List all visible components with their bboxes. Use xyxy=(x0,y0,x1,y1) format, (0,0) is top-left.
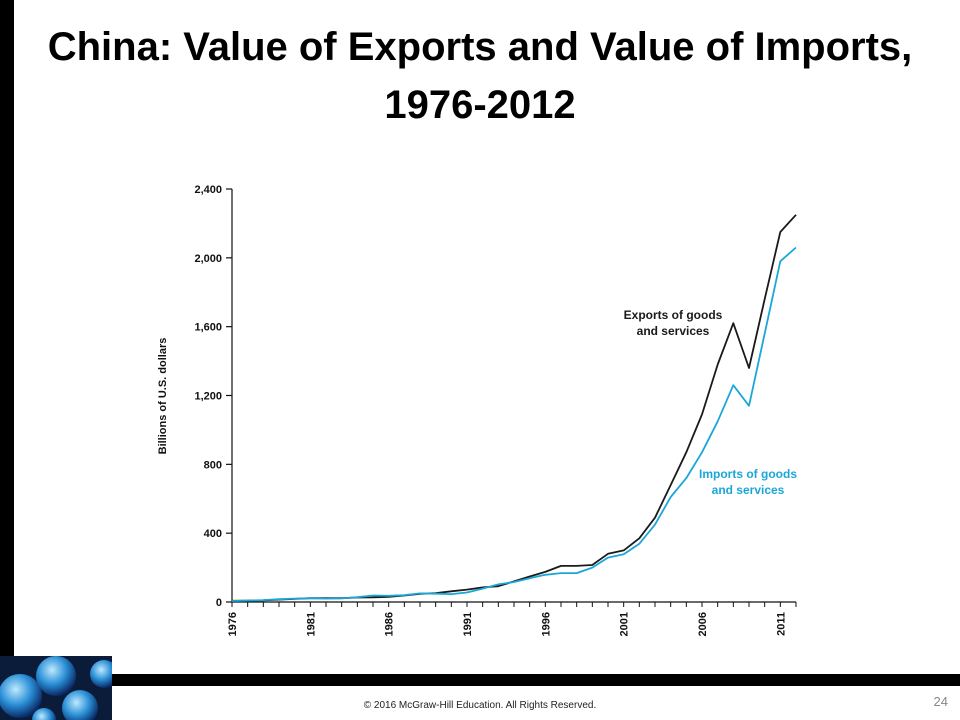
exports-annotation-line: and services xyxy=(637,324,710,338)
slide-title: China: Value of Exports and Value of Imp… xyxy=(47,25,913,127)
page-number: 24 xyxy=(933,694,948,709)
y-tick-label: 0 xyxy=(216,597,222,609)
x-tick-label: 2006 xyxy=(697,612,709,636)
y-tick-label: 400 xyxy=(204,528,222,540)
y-tick-label: 1,600 xyxy=(194,322,222,334)
x-tick-label: 1976 xyxy=(227,612,239,636)
exports-annotation: Exports of goods and services xyxy=(624,308,723,338)
footer-bar xyxy=(0,674,960,686)
chart-axes: 0 400 800 1,200 1,600 2,000 2,400 1976 1981 1986 1… xyxy=(194,184,797,636)
x-tick-label: 2001 xyxy=(619,612,631,636)
chart-series xyxy=(231,214,797,602)
x-tick-label: 1991 xyxy=(462,612,474,636)
imports-line xyxy=(231,246,797,602)
y-tick-label: 800 xyxy=(204,459,222,471)
y-tick-label: 1,200 xyxy=(194,391,222,403)
imports-annotation-line: and services xyxy=(712,483,785,497)
x-tick-label: 1986 xyxy=(384,612,396,636)
x-tick-label: 1981 xyxy=(305,612,317,636)
slide-left-bar xyxy=(0,0,14,660)
corner-logo-image xyxy=(0,656,112,720)
imports-annotation: Imports of goods and services xyxy=(699,467,797,497)
y-tick-label: 2,000 xyxy=(194,253,222,265)
exports-annotation-line: Exports of goods xyxy=(624,308,723,322)
imports-annotation-line: Imports of goods xyxy=(699,467,797,481)
exports-line xyxy=(231,214,797,602)
x-tick-label: 2011 xyxy=(775,612,787,636)
y-tick-label: 2,400 xyxy=(194,184,222,196)
copyright-notice: © 2016 McGraw-Hill Education. All Rights… xyxy=(363,700,597,711)
y-axis-label: Billions of U.S. dollars xyxy=(157,338,169,455)
x-tick-label: 1996 xyxy=(540,612,552,636)
